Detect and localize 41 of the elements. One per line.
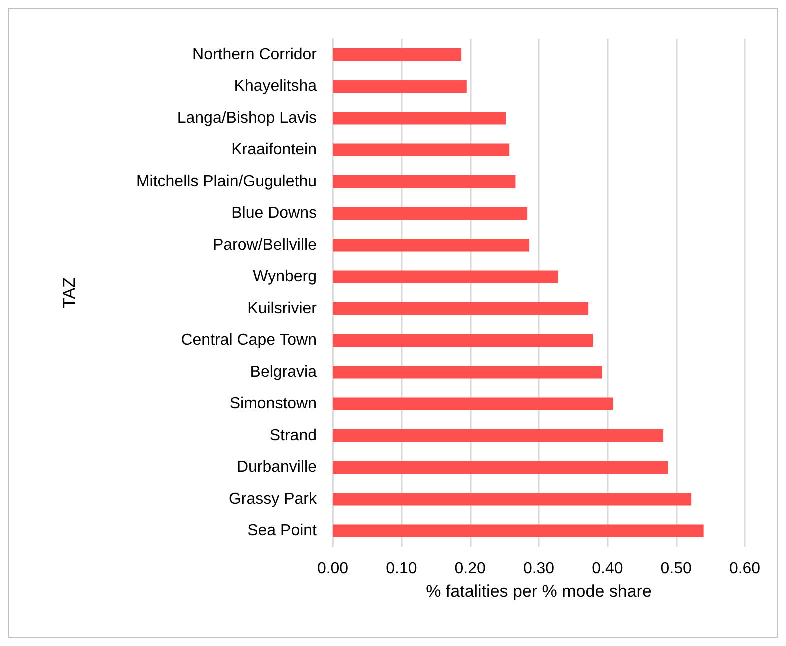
y-tick-label: Wynberg	[253, 268, 317, 286]
y-tick-label: Simonstown	[230, 396, 317, 413]
bar	[333, 144, 510, 156]
bar	[333, 334, 594, 347]
bar	[333, 461, 668, 474]
y-tick-label: Strand	[270, 427, 317, 444]
bar	[333, 270, 558, 284]
bar	[333, 524, 704, 538]
x-tick-label: 0.10	[386, 560, 418, 578]
bar	[333, 493, 692, 506]
y-axis-title: TAZ	[60, 278, 79, 308]
bar	[333, 430, 664, 442]
y-tick-label: Central Cape Town	[181, 332, 317, 350]
bar	[333, 80, 467, 93]
x-tick-label: 0.50	[660, 560, 692, 578]
y-tick-label: Blue Downs	[232, 205, 317, 222]
x-axis-title: % fatalities per % mode share	[426, 582, 652, 601]
y-tick-label: Mitchells Plain/Gugulethu	[136, 173, 317, 190]
bar	[333, 112, 506, 125]
y-tick-label: Sea Point	[248, 522, 318, 540]
bar	[333, 398, 614, 410]
y-tick-label: Langa/Bishop Lavis	[177, 110, 317, 127]
y-tick-label: Northern Corridor	[192, 46, 318, 64]
y-tick-label: Kraaifontein	[232, 142, 317, 159]
y-tick-label: Grassy Park	[228, 490, 318, 508]
x-tick-label: 0.00	[317, 560, 349, 578]
bar	[333, 366, 602, 379]
x-tick-label: 0.60	[729, 560, 761, 578]
bar	[333, 207, 528, 220]
y-tick-label: Durbanville	[236, 459, 318, 476]
bar	[333, 239, 530, 252]
x-tick-label: 0.30	[523, 560, 555, 578]
bar	[333, 176, 516, 188]
y-tick-label: Parow/Bellville	[212, 236, 318, 254]
y-tick-label: Belgravia	[250, 364, 318, 381]
y-tick-label: Khayelitsha	[234, 78, 318, 96]
bar	[333, 48, 462, 62]
y-tick-label: Kuilsrivier	[248, 300, 318, 318]
bar	[333, 302, 588, 316]
x-tick-label: 0.20	[454, 560, 486, 578]
x-tick-label: 0.40	[592, 560, 624, 578]
